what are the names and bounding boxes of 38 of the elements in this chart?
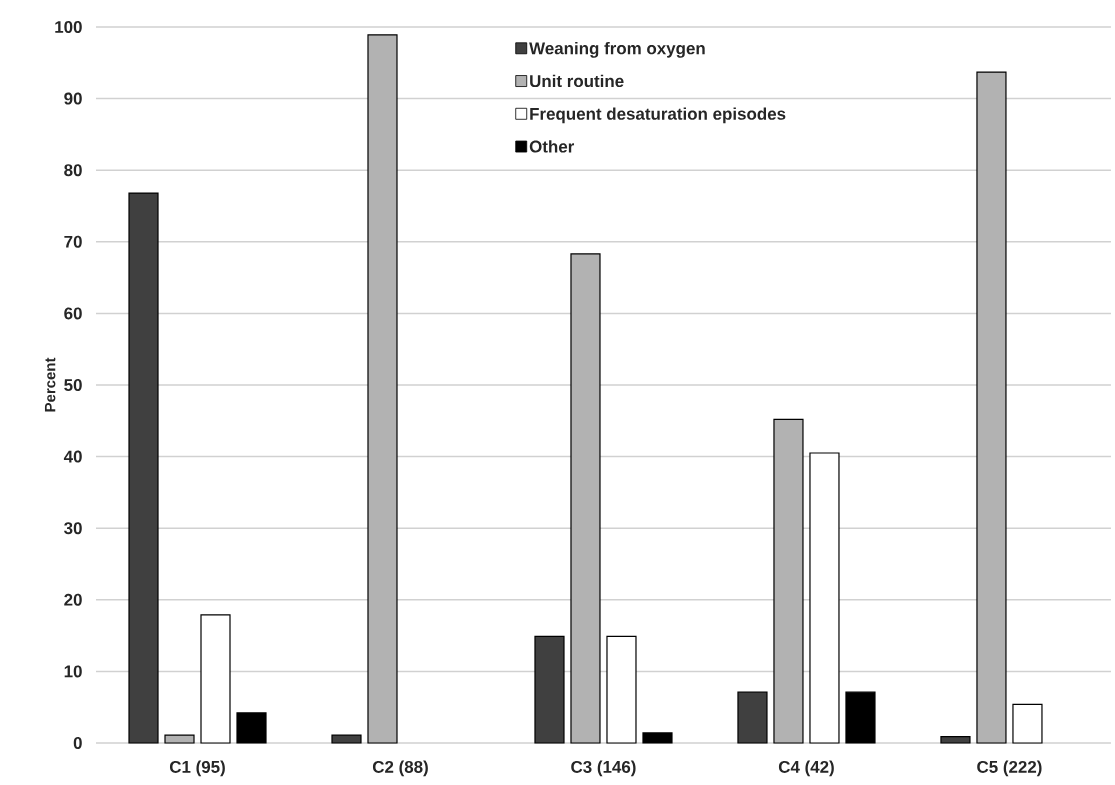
bar <box>128 192 159 744</box>
x-tick-label: C4 (42) <box>778 760 834 777</box>
x-tick-label: C3 (146) <box>571 760 636 777</box>
y-tick-label: 70 <box>64 235 82 248</box>
y-tick-label: 90 <box>64 92 82 105</box>
bar <box>200 614 231 744</box>
y-tick-label: 100 <box>55 20 82 33</box>
y-tick-label: 80 <box>64 164 82 177</box>
legend-label: Weaning from oxygen <box>529 41 705 58</box>
bar <box>570 253 601 744</box>
bar <box>606 635 637 744</box>
x-tick-label: C2 (88) <box>372 760 428 777</box>
bar <box>773 418 804 744</box>
bar <box>331 734 362 744</box>
bar <box>164 734 195 744</box>
bar <box>534 635 565 744</box>
y-tick-label: 40 <box>63 450 82 463</box>
bar <box>642 732 673 744</box>
bar <box>976 71 1007 744</box>
y-tick-label: 30 <box>64 522 82 535</box>
bar <box>940 735 971 744</box>
y-axis-title: Percent <box>44 357 56 412</box>
bar <box>737 691 768 744</box>
bar <box>1012 703 1043 744</box>
bar <box>367 34 398 744</box>
y-tick-label: 60 <box>64 307 82 320</box>
x-tick-label: C5 (222) <box>977 760 1042 777</box>
bar <box>236 712 267 744</box>
y-tick-label: 50 <box>64 378 82 391</box>
x-tick-label: C1 (95) <box>169 760 225 777</box>
bar <box>809 452 840 744</box>
bar <box>845 691 876 744</box>
y-tick-label: 20 <box>64 593 82 606</box>
y-tick-label: 10 <box>64 665 82 678</box>
legend-label: Unit routine <box>530 74 624 88</box>
y-tick-label: 0 <box>73 736 82 749</box>
legend-label: Other <box>529 140 575 153</box>
legend-label: Frequent desaturation episodes <box>530 107 786 124</box>
